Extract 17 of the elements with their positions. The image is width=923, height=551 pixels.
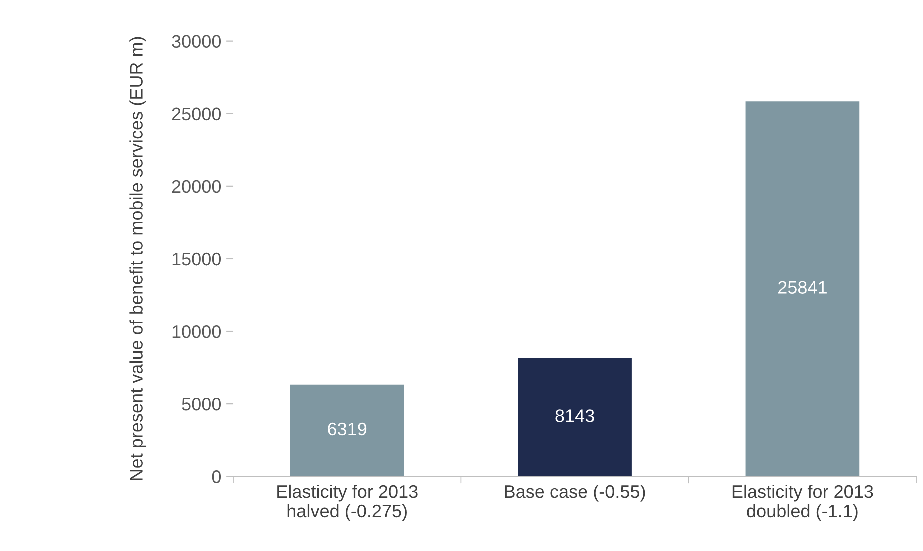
y-tick-label: 25000 [172,108,222,121]
y-tick-label: 10000 [172,325,222,338]
bar [290,384,404,477]
x-tick-label: Elasticity for 2013 doubled (-1.1) [732,484,874,522]
y-tick-label: 0 [212,470,222,484]
data-label: 6319 [328,422,367,436]
y-tick-label: 5000 [182,398,222,411]
bar [746,102,860,477]
data-label: 8143 [556,410,594,422]
data-label: 25841 [778,281,827,294]
y-tick-label: 30000 [172,35,222,48]
x-tick-label: Base case (-0.55) [505,484,646,502]
x-tick-label: Elasticity for 2013 halved (-0.275) [278,484,418,522]
y-axis-title: Net present value of benefit to mobile services (EUR m) [130,37,147,480]
y-tick-label: 15000 [172,252,222,266]
bar [518,358,632,477]
y-tick-label: 20000 [172,180,222,194]
